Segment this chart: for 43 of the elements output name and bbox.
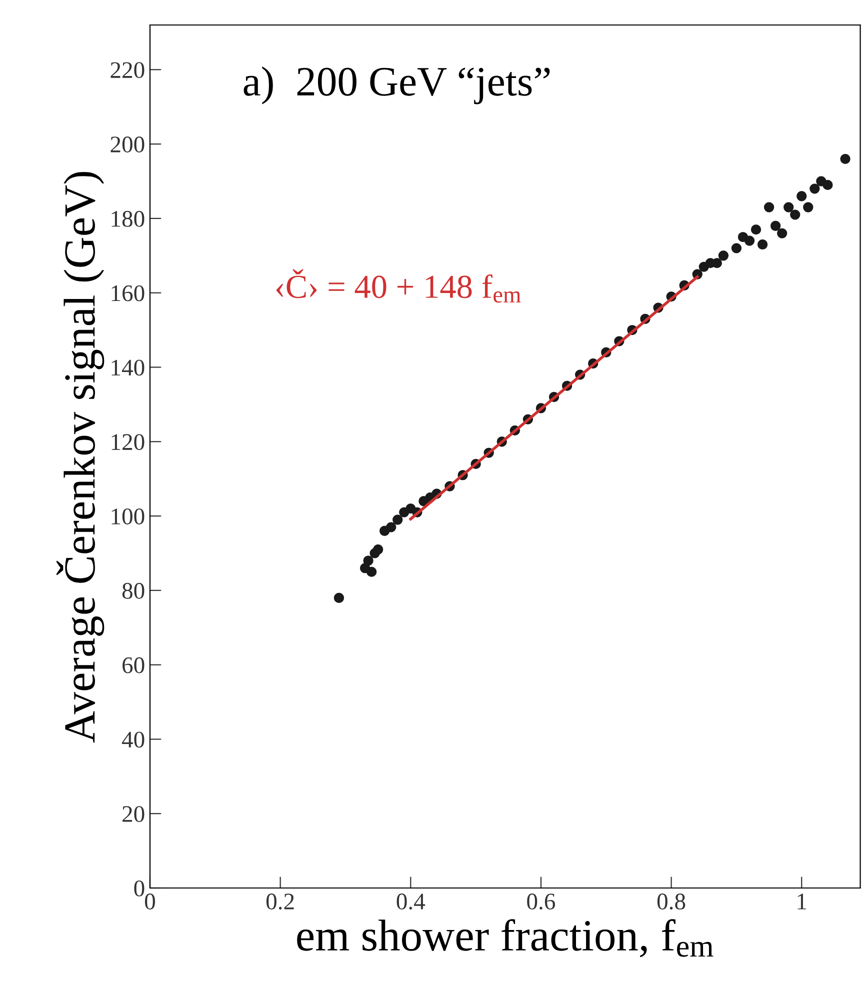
x-tick-label: 1	[798, 894, 806, 910]
y-tick-label: 80	[122, 582, 144, 599]
y-axis-title: Average Čerenkov signal (GeV)	[56, 172, 104, 743]
point	[392, 514, 403, 525]
y-tick-label: 0	[134, 880, 144, 896]
x-tick-label: 0.2	[266, 894, 294, 910]
point	[731, 243, 742, 254]
point	[372, 544, 384, 555]
x-axis-title: em shower fraction, f$_{em}$	[297, 919, 714, 958]
y-tick-label: 100	[112, 508, 144, 524]
point	[790, 210, 800, 220]
point	[784, 202, 794, 212]
y-tick-label: 220	[110, 62, 144, 78]
annotation: ‹Č› = 40 + 148 f$_{em}$	[276, 269, 521, 303]
point	[770, 220, 781, 231]
annotation: a) 200 GeV “jets”	[244, 66, 550, 104]
y-tick-label: 140	[112, 360, 144, 376]
x-tick-label: 0.6	[527, 894, 556, 910]
point	[366, 566, 377, 577]
point	[718, 250, 729, 261]
point	[386, 522, 396, 532]
y-tick-label: 60	[122, 657, 144, 674]
y-tick-label: 20	[122, 806, 144, 822]
y-tick-label: 160	[112, 285, 144, 302]
y-tick-label: 120	[112, 434, 144, 450]
point	[764, 202, 774, 212]
x-tick-label: 0	[144, 894, 155, 910]
point	[363, 556, 374, 566]
point	[796, 191, 807, 202]
point	[803, 202, 814, 212]
point	[744, 236, 755, 246]
x-tick-label: 0.4	[396, 894, 426, 910]
y-tick-label: 180	[112, 210, 144, 227]
y-tick-label: 200	[110, 136, 144, 152]
point	[822, 180, 833, 190]
x-tick-label: 0.8	[657, 894, 686, 910]
point	[840, 154, 850, 164]
point	[334, 592, 344, 603]
point	[810, 184, 820, 194]
point	[776, 228, 788, 238]
y-tick-label: 40	[122, 732, 144, 748]
point	[757, 239, 768, 250]
point	[750, 224, 762, 235]
